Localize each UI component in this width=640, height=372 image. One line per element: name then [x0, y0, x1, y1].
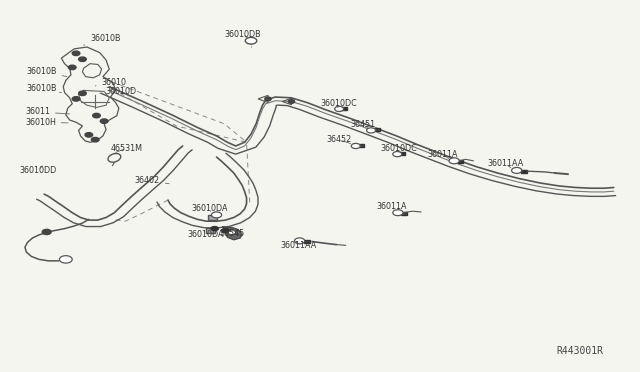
- Text: 36010H: 36010H: [25, 118, 68, 127]
- Circle shape: [42, 230, 51, 235]
- Text: 36010DC: 36010DC: [381, 144, 417, 153]
- Circle shape: [228, 230, 236, 235]
- Text: 36011AA: 36011AA: [487, 159, 524, 168]
- Text: R443001R: R443001R: [556, 346, 604, 356]
- Circle shape: [353, 143, 362, 148]
- Circle shape: [79, 57, 86, 61]
- Text: 36011A: 36011A: [376, 202, 406, 211]
- Bar: [401, 212, 407, 215]
- Circle shape: [60, 256, 72, 263]
- Text: 36011: 36011: [25, 108, 70, 116]
- Circle shape: [211, 227, 218, 231]
- Text: 36010DC: 36010DC: [320, 99, 356, 108]
- Circle shape: [294, 238, 305, 244]
- Bar: [205, 228, 214, 233]
- Text: 36010DD: 36010DD: [20, 166, 57, 175]
- Bar: [358, 144, 364, 147]
- Circle shape: [288, 100, 294, 103]
- Circle shape: [265, 97, 271, 101]
- Text: 36010DA: 36010DA: [187, 230, 223, 239]
- Polygon shape: [223, 227, 242, 240]
- Text: 36010: 36010: [95, 78, 127, 87]
- Circle shape: [93, 113, 100, 118]
- Text: 46531M: 46531M: [111, 144, 143, 153]
- Circle shape: [351, 143, 360, 148]
- Text: 36010B: 36010B: [26, 84, 61, 93]
- Text: 36010DB: 36010DB: [224, 29, 261, 39]
- Circle shape: [335, 106, 344, 112]
- Bar: [399, 152, 404, 155]
- Circle shape: [72, 97, 80, 101]
- Text: 36010B: 36010B: [84, 34, 120, 45]
- Text: 36011AA: 36011AA: [280, 241, 317, 250]
- Circle shape: [449, 158, 460, 164]
- Circle shape: [248, 39, 253, 42]
- Text: 36010D: 36010D: [100, 87, 136, 96]
- Bar: [374, 128, 380, 131]
- Circle shape: [393, 210, 403, 216]
- Circle shape: [393, 151, 402, 157]
- Circle shape: [211, 212, 221, 218]
- Text: 36452: 36452: [326, 135, 351, 144]
- Text: 36545: 36545: [220, 229, 244, 238]
- Circle shape: [92, 137, 99, 142]
- Circle shape: [221, 228, 229, 233]
- Text: 36402: 36402: [135, 176, 169, 185]
- Circle shape: [511, 167, 522, 173]
- Text: 36010DA: 36010DA: [191, 204, 227, 213]
- Bar: [341, 106, 347, 110]
- Bar: [458, 160, 463, 163]
- Circle shape: [72, 51, 80, 55]
- Circle shape: [85, 133, 93, 137]
- Text: 36451: 36451: [351, 121, 376, 129]
- Circle shape: [100, 119, 108, 124]
- Circle shape: [68, 65, 76, 70]
- Circle shape: [245, 37, 257, 44]
- Circle shape: [60, 256, 72, 263]
- Circle shape: [79, 91, 86, 96]
- Text: 36010B: 36010B: [26, 67, 67, 77]
- Circle shape: [368, 128, 377, 133]
- Bar: [304, 240, 310, 243]
- Text: 36011A: 36011A: [428, 150, 458, 159]
- Bar: [522, 170, 527, 173]
- Circle shape: [367, 128, 376, 133]
- Circle shape: [335, 106, 344, 112]
- Bar: [208, 215, 217, 220]
